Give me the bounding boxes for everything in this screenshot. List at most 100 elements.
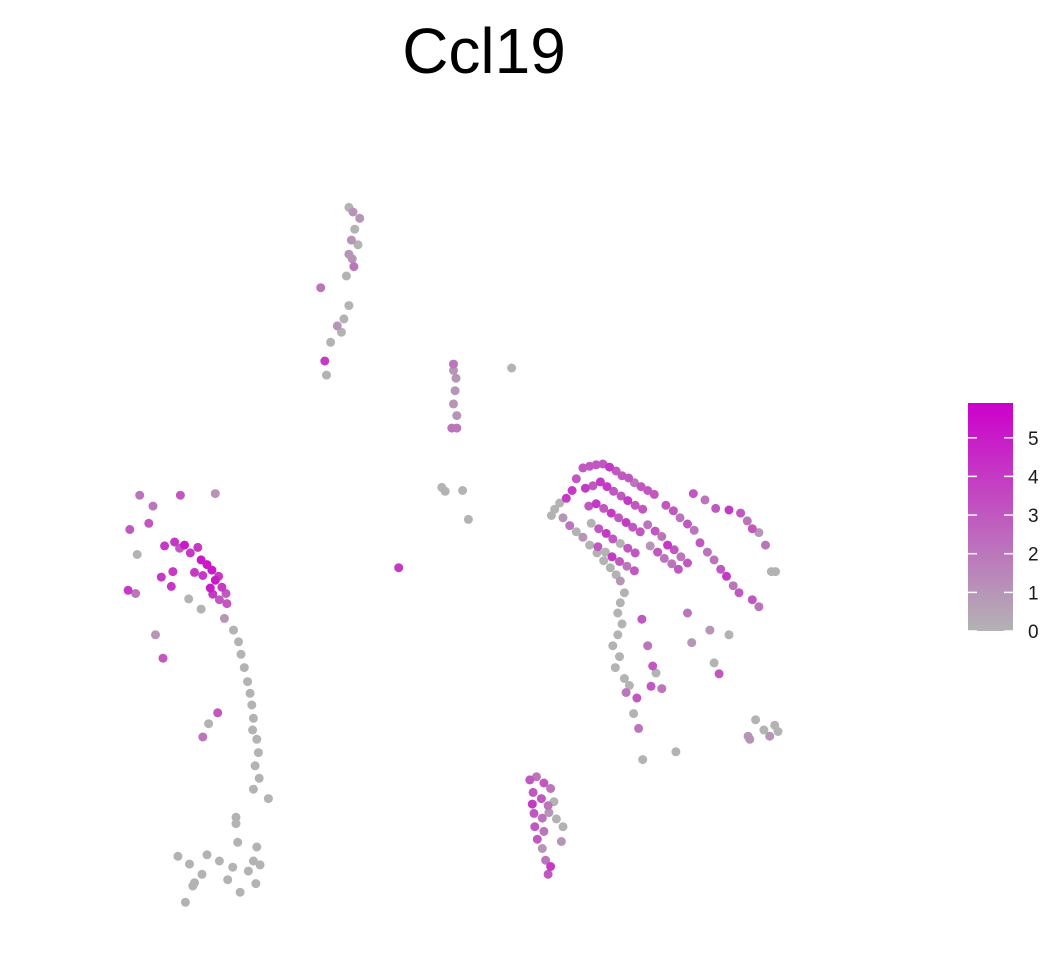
data-point bbox=[185, 548, 195, 558]
data-point bbox=[210, 575, 220, 585]
cluster-bottom-left bbox=[173, 812, 265, 907]
data-point bbox=[219, 613, 229, 623]
data-point bbox=[541, 855, 551, 865]
data-point bbox=[250, 761, 260, 771]
data-point bbox=[530, 822, 540, 832]
colorbar-ticks: 0 1 2 3 4 5 bbox=[968, 429, 1039, 643]
data-point bbox=[236, 649, 246, 659]
data-point bbox=[234, 637, 243, 647]
data-point bbox=[214, 856, 224, 866]
data-point bbox=[449, 399, 458, 409]
data-point bbox=[450, 386, 460, 396]
data-point bbox=[638, 504, 648, 514]
colorbar-legend: 0 1 2 3 4 5 bbox=[968, 403, 1039, 643]
data-point bbox=[332, 321, 342, 331]
data-point bbox=[555, 498, 565, 508]
data-point bbox=[736, 508, 746, 518]
data-point bbox=[551, 814, 561, 824]
data-point bbox=[440, 486, 450, 496]
data-point bbox=[525, 775, 535, 785]
data-point bbox=[198, 732, 208, 742]
data-point bbox=[630, 548, 640, 558]
points-layer bbox=[123, 202, 783, 907]
data-point bbox=[615, 539, 625, 548]
data-point bbox=[350, 224, 360, 234]
data-point bbox=[628, 522, 638, 532]
data-point bbox=[709, 658, 719, 668]
data-point bbox=[668, 506, 678, 516]
data-point bbox=[253, 748, 263, 758]
data-point bbox=[243, 677, 253, 687]
data-point bbox=[705, 625, 715, 635]
data-point bbox=[615, 557, 624, 566]
data-point bbox=[449, 365, 458, 375]
data-point bbox=[613, 608, 623, 618]
data-point bbox=[193, 542, 203, 552]
data-point bbox=[622, 561, 632, 571]
data-point bbox=[616, 491, 626, 501]
data-point bbox=[248, 713, 258, 723]
data-point bbox=[643, 486, 653, 495]
data-point bbox=[131, 589, 141, 598]
data-point bbox=[539, 778, 549, 788]
data-point bbox=[600, 547, 610, 557]
data-point bbox=[223, 875, 233, 885]
data-point bbox=[675, 513, 685, 523]
data-point bbox=[532, 772, 541, 782]
data-point bbox=[180, 897, 190, 907]
data-point bbox=[463, 514, 473, 524]
data-point bbox=[254, 773, 264, 783]
data-point bbox=[561, 493, 571, 503]
data-point bbox=[643, 520, 653, 530]
data-point bbox=[346, 235, 356, 245]
data-point bbox=[394, 563, 404, 573]
data-point bbox=[326, 337, 336, 347]
data-point bbox=[747, 524, 757, 534]
data-point bbox=[170, 537, 180, 547]
data-point bbox=[759, 725, 769, 735]
data-point bbox=[594, 524, 604, 534]
data-point bbox=[578, 532, 588, 542]
data-point bbox=[754, 528, 764, 538]
data-point bbox=[217, 582, 227, 592]
data-point bbox=[635, 527, 645, 537]
data-point bbox=[527, 799, 537, 809]
data-point bbox=[132, 550, 142, 559]
data-point bbox=[595, 477, 605, 487]
data-point bbox=[190, 567, 199, 577]
data-point bbox=[638, 755, 648, 765]
data-point bbox=[637, 614, 647, 624]
data-point bbox=[233, 837, 243, 847]
data-point bbox=[158, 653, 168, 663]
data-point bbox=[316, 283, 326, 293]
data-point bbox=[711, 503, 721, 513]
data-point bbox=[615, 576, 625, 586]
data-point bbox=[623, 496, 633, 506]
data-point bbox=[657, 532, 667, 541]
data-point bbox=[648, 661, 658, 671]
data-point bbox=[659, 553, 669, 563]
cluster-top-thin bbox=[316, 202, 365, 380]
data-point bbox=[673, 564, 683, 574]
data-point bbox=[546, 511, 556, 520]
data-point bbox=[683, 558, 692, 568]
data-point bbox=[353, 240, 363, 250]
data-point bbox=[175, 490, 185, 500]
data-point bbox=[599, 556, 609, 566]
data-point bbox=[613, 630, 623, 640]
data-point bbox=[771, 567, 780, 577]
colorbar-tick-label: 4 bbox=[1028, 467, 1039, 488]
data-point bbox=[709, 555, 719, 565]
data-point bbox=[653, 547, 663, 557]
data-point bbox=[614, 513, 624, 523]
data-point bbox=[247, 700, 257, 710]
cluster-right-big bbox=[546, 459, 783, 765]
data-point bbox=[198, 571, 208, 580]
data-point bbox=[676, 552, 686, 562]
data-point bbox=[123, 585, 133, 595]
data-point bbox=[341, 271, 351, 281]
data-point bbox=[529, 808, 539, 818]
data-point bbox=[245, 688, 255, 698]
colorbar-tick-label: 2 bbox=[1028, 545, 1039, 566]
